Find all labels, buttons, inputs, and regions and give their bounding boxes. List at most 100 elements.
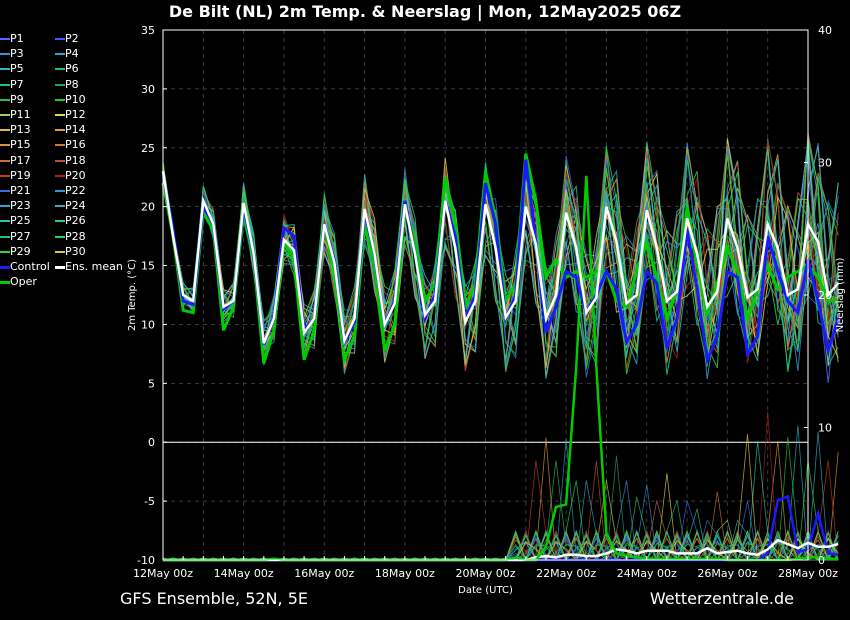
legend-swatch bbox=[0, 266, 10, 269]
x-tick-label: 14May 00z bbox=[214, 567, 274, 580]
legend-label: P8 bbox=[65, 77, 79, 91]
legend-label: P20 bbox=[65, 168, 86, 182]
ensemble-precip-p30 bbox=[162, 433, 839, 562]
y-tick-label: 5 bbox=[148, 377, 155, 390]
y2-tick-label: 0 bbox=[818, 554, 825, 567]
legend-label: P18 bbox=[65, 153, 86, 167]
legend-swatch bbox=[55, 53, 65, 56]
x-tick-label: 16May 00z bbox=[294, 567, 354, 580]
y-tick-label: 25 bbox=[141, 142, 155, 155]
legend-swatch bbox=[55, 98, 65, 101]
y-tick-label: 0 bbox=[148, 436, 155, 449]
x-tick-label: 24May 00z bbox=[617, 567, 677, 580]
legend-swatch bbox=[55, 205, 65, 208]
legend-label: P11 bbox=[10, 108, 31, 121]
temp-line-ens-mean bbox=[161, 171, 840, 346]
y-tick-label: -5 bbox=[144, 495, 155, 508]
y-tick-label: 20 bbox=[141, 201, 155, 214]
legend-swatch bbox=[55, 266, 65, 269]
legend-label: P2 bbox=[65, 32, 79, 45]
y-tick-label: -10 bbox=[137, 554, 155, 567]
legend-label: P19 bbox=[10, 168, 31, 182]
precip-line-oper bbox=[163, 175, 839, 562]
legend-label: P9 bbox=[10, 92, 24, 106]
legend-label: P29 bbox=[10, 244, 31, 258]
legend-label: P22 bbox=[65, 184, 86, 197]
legend-swatch bbox=[0, 98, 10, 101]
legend-swatch bbox=[55, 250, 65, 253]
legend-label: P14 bbox=[65, 123, 86, 137]
legend-swatch bbox=[0, 235, 10, 238]
legend-swatch bbox=[55, 174, 65, 177]
legend-label: P1 bbox=[10, 32, 24, 45]
y2-tick-label: 30 bbox=[818, 157, 832, 170]
legend-label: P25 bbox=[10, 214, 31, 228]
legend-swatch bbox=[0, 220, 10, 223]
ensemble-precip-p29 bbox=[162, 460, 839, 561]
y2-tick-label: 10 bbox=[818, 422, 832, 435]
x-tick-label: 26May 00z bbox=[697, 567, 757, 580]
ensemble-precip-p13 bbox=[162, 480, 839, 561]
legend-swatch bbox=[55, 129, 65, 132]
axes: -10 -5 0 5 10 15 20 25 30 35 0 10 20 30 40 12May 00z 14M… bbox=[127, 24, 846, 596]
x-tick-label: 20May 00z bbox=[455, 567, 515, 580]
legend-swatch bbox=[0, 159, 10, 162]
legend-label: P6 bbox=[65, 62, 79, 76]
legend-label: Control bbox=[10, 260, 50, 273]
legend-label: P30 bbox=[65, 244, 86, 258]
legend-label: P21 bbox=[10, 184, 31, 197]
legend-label: P24 bbox=[65, 199, 86, 213]
legend-swatch bbox=[0, 83, 10, 86]
legend-label: P17 bbox=[10, 153, 31, 167]
model-label: GFS Ensemble, 52N, 5E bbox=[120, 589, 308, 608]
legend-label: P26 bbox=[65, 214, 86, 228]
legend-swatch bbox=[55, 83, 65, 86]
y-axis-label: 2m Temp. (°C) bbox=[127, 259, 138, 331]
y2-tick-label: 40 bbox=[818, 24, 832, 37]
ensemble-members bbox=[162, 132, 839, 562]
legend-label: P28 bbox=[65, 229, 86, 243]
y-tick-label: 15 bbox=[141, 260, 155, 273]
y2-axis-label: Neerslag (mm) bbox=[835, 257, 846, 332]
x-tick-label: 22May 00z bbox=[536, 567, 596, 580]
legend-swatch bbox=[55, 38, 65, 40]
ensemble-precip-p19 bbox=[163, 460, 839, 561]
legend-swatch bbox=[55, 114, 65, 116]
legend-swatch bbox=[0, 281, 10, 285]
legend-label: P10 bbox=[65, 92, 86, 106]
x-tick-label: 18May 00z bbox=[375, 567, 435, 580]
legend-label: P12 bbox=[65, 108, 86, 121]
ensemble-precip-p3 bbox=[162, 480, 839, 561]
legend-label: P16 bbox=[65, 138, 86, 152]
y-tick-label: 10 bbox=[141, 318, 155, 331]
source-label: Wetterzentrale.de bbox=[649, 589, 794, 608]
legend-swatch bbox=[0, 114, 10, 116]
legend-swatch bbox=[0, 129, 10, 132]
legend-swatch bbox=[55, 190, 65, 192]
ensemble-precip-p28 bbox=[162, 480, 839, 561]
legend-swatch bbox=[0, 38, 10, 40]
y-tick-label: 35 bbox=[141, 24, 155, 37]
ensemble-precip-p12 bbox=[162, 473, 839, 561]
legend-swatch bbox=[55, 68, 65, 71]
chart-title: De Bilt (NL) 2m Temp. & Neerslag | Mon, … bbox=[168, 2, 682, 21]
legend-swatch bbox=[55, 220, 65, 223]
legend-swatch bbox=[0, 68, 10, 71]
x-tick-label: 12May 00z bbox=[133, 567, 193, 580]
legend-label: P5 bbox=[10, 62, 24, 76]
legend-label: P7 bbox=[10, 77, 24, 91]
precipitation-series bbox=[163, 175, 839, 562]
legend-label: P3 bbox=[10, 47, 24, 61]
y2-tick-label: 20 bbox=[818, 289, 832, 302]
legend-swatch bbox=[55, 159, 65, 162]
ensemble-precip-p9 bbox=[162, 460, 839, 561]
legend-swatch bbox=[0, 190, 10, 192]
legend-swatch bbox=[0, 53, 10, 56]
ensemble-precip-p23 bbox=[162, 480, 839, 561]
legend-swatch bbox=[0, 205, 10, 208]
legend-label: P13 bbox=[10, 123, 31, 137]
x-axis-label: Date (UTC) bbox=[458, 585, 513, 596]
legend-label: P4 bbox=[65, 47, 79, 61]
x-tick-label: 28May 00z bbox=[778, 567, 838, 580]
